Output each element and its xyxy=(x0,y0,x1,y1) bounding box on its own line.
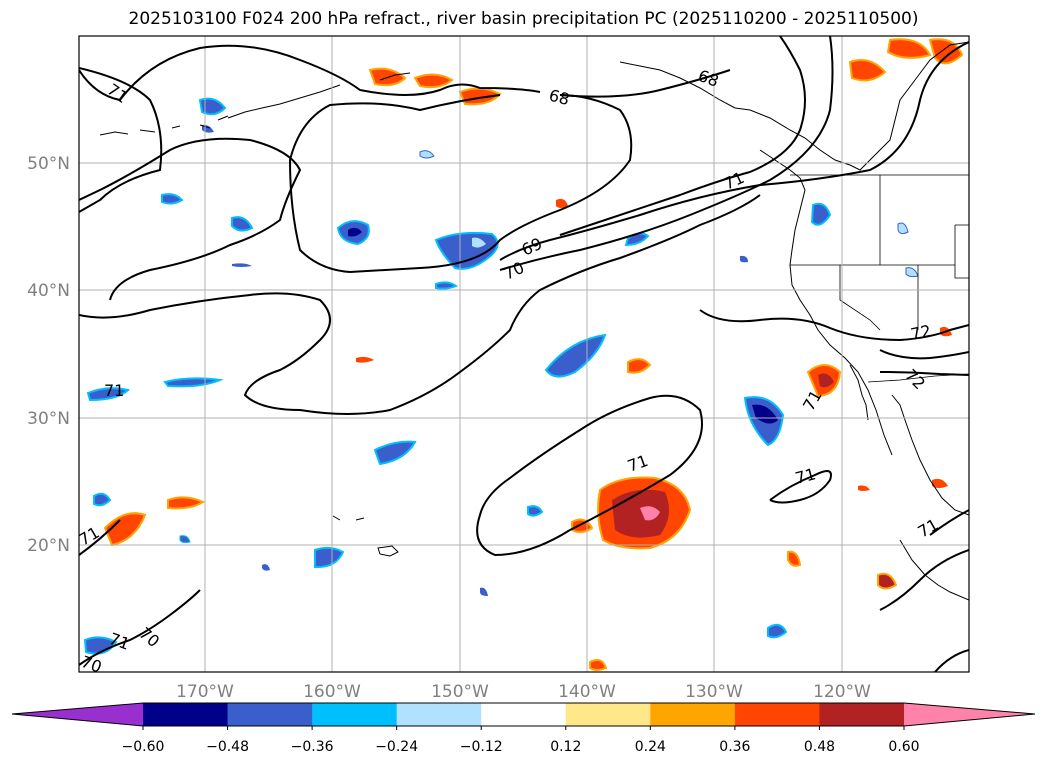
contour-68-low xyxy=(288,94,633,274)
colorbar-tick-label: −0.24 xyxy=(375,739,418,755)
contour-71-baja xyxy=(879,371,969,376)
latitude-labels: 50°N 40°N 30°N 20°N xyxy=(27,154,70,556)
gridlines xyxy=(79,36,969,672)
colorbar-tick-label: −0.12 xyxy=(460,739,503,755)
colorbar-tick-label: 0.24 xyxy=(635,739,666,755)
lat-label-20n: 20°N xyxy=(27,536,70,556)
map-title: 2025103100 F024 200 hPa refract., river … xyxy=(128,9,919,29)
lon-label-160w: 160°W xyxy=(303,682,361,702)
longitude-labels: 170°W 160°W 150°W 140°W 130°W 120°W xyxy=(176,682,871,702)
colorbar-segment xyxy=(819,703,905,726)
colorbar: −0.60 −0.48 −0.36 −0.24 −0.12 0.12 0.24 0.36 0.4… xyxy=(11,702,1036,755)
map-frame xyxy=(78,35,970,673)
contour-70-west xyxy=(79,137,302,301)
colorbar-segment xyxy=(734,703,820,726)
lat-label-30n: 30°N xyxy=(27,409,70,429)
contour-72-baja xyxy=(879,349,969,360)
lat-label-40n: 40°N xyxy=(27,281,70,301)
refractivity-contours xyxy=(79,36,969,672)
contour-label: 71 xyxy=(104,381,124,400)
contour-69 xyxy=(559,36,806,236)
lat-label-50n: 50°N xyxy=(27,154,70,174)
colorbar-tick-label: 0.12 xyxy=(550,739,581,755)
colorbar-segment xyxy=(143,703,229,726)
colorbar-tick-label: −0.48 xyxy=(206,739,249,755)
contour-72-east xyxy=(699,309,969,342)
colorbar-tick-label: 0.48 xyxy=(804,739,835,755)
colorbar-tick-label: 0.36 xyxy=(719,739,750,755)
lon-label-140w: 140°W xyxy=(558,682,616,702)
contour-label: 72 xyxy=(909,321,933,344)
contour-68-gulf xyxy=(559,69,731,98)
colorbar-tick-label: −0.60 xyxy=(122,739,165,755)
colorbar-tick-label: 0.60 xyxy=(888,739,919,755)
colorbar-tick-label: −0.36 xyxy=(291,739,334,755)
contour-label: 68 xyxy=(547,86,572,110)
contour-71-south xyxy=(769,470,832,504)
contour-71-se-coast xyxy=(879,549,969,611)
contour-label: 70 xyxy=(79,652,105,677)
contour-71-northwest xyxy=(79,67,163,213)
contour-71-oval xyxy=(476,394,703,557)
positive-anomaly-shading xyxy=(103,38,964,671)
contour-70-sw xyxy=(79,589,201,666)
contour-71-central xyxy=(79,194,761,415)
lon-label-120w: 120°W xyxy=(813,682,871,702)
contour-label: 71 xyxy=(793,464,818,488)
colorbar-extension-min xyxy=(12,703,143,726)
contour-southeast-bottom xyxy=(934,649,969,672)
lon-label-150w: 150°W xyxy=(431,682,489,702)
contour-71-southwest xyxy=(79,519,121,556)
colorbar-segment xyxy=(227,703,313,726)
colorbar-segment xyxy=(565,703,651,726)
map-plot-area: 71 68 68 71 69 70 72 72 71 71 71 71 71 7… xyxy=(79,36,969,677)
lon-label-170w: 170°W xyxy=(176,682,234,702)
contour-71-se xyxy=(929,509,969,536)
contour-71-ridge xyxy=(79,44,541,102)
colorbar-segment xyxy=(650,703,736,726)
colorbar-segment xyxy=(396,703,482,726)
colorbar-segment xyxy=(481,703,567,726)
lon-label-130w: 130°W xyxy=(685,682,743,702)
colorbar-segment xyxy=(312,703,398,726)
negative-anomaly-shading xyxy=(83,97,919,655)
contour-70 xyxy=(499,36,834,271)
colorbar-extension-max xyxy=(904,703,1035,726)
